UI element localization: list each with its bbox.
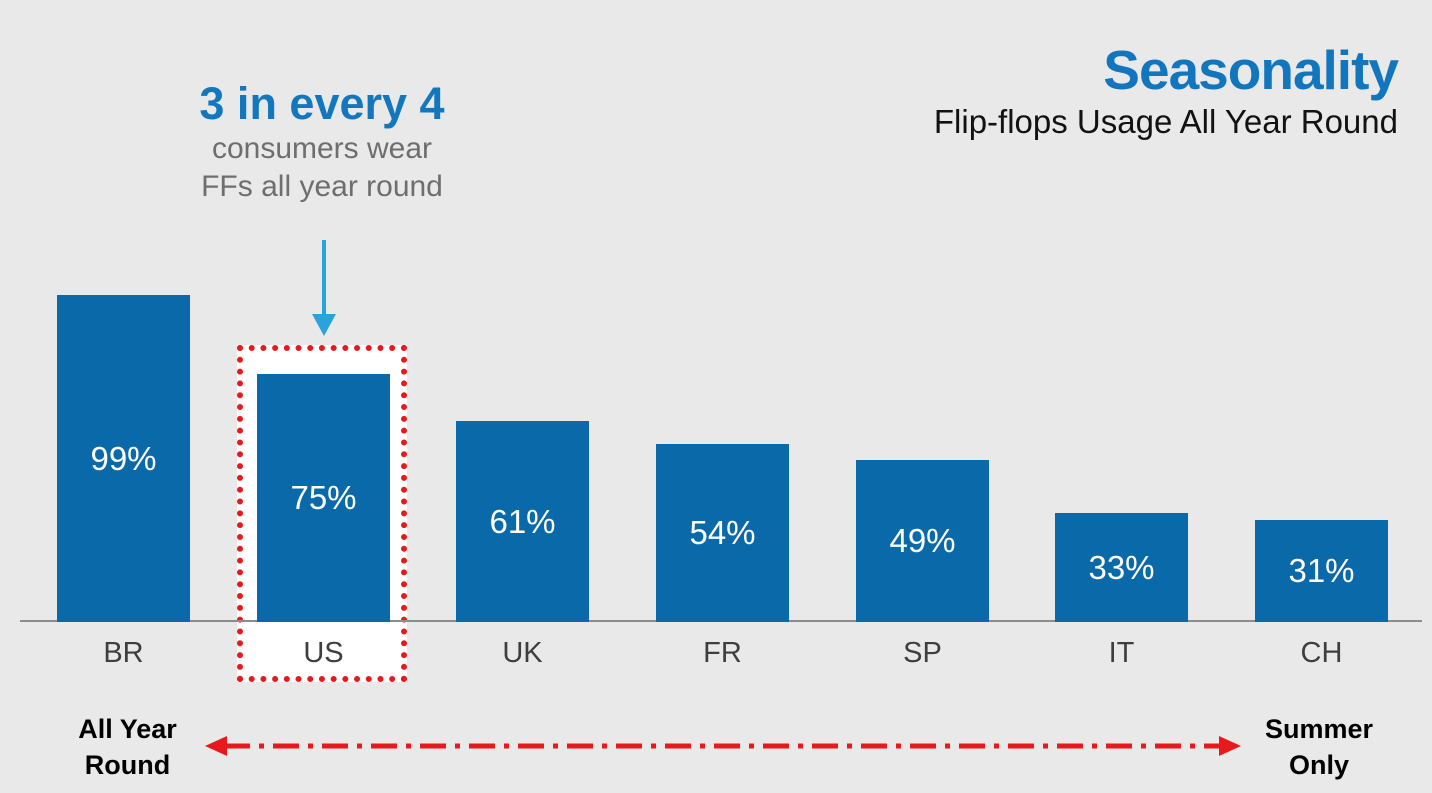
spectrum-label-right-line2: Only [1288, 750, 1349, 780]
seasonality-spectrum-arrow-icon [205, 736, 1241, 756]
category-label-sp: SP [903, 637, 942, 669]
bar-sp: 49% [856, 460, 989, 622]
bar-value-label-fr: 54% [689, 514, 756, 551]
spectrum-label-summer-only: Summer Only [1233, 711, 1405, 783]
bar-value-label-us: 75% [290, 479, 357, 516]
callout-line-2: FFs all year round [201, 169, 443, 203]
category-label-uk: UK [502, 637, 543, 669]
spectrum-label-right-line1: Summer [1264, 714, 1374, 744]
callout-line-1: consumers wear [211, 131, 433, 165]
category-label-fr: FR [703, 637, 742, 669]
bar-br: 99% [57, 295, 190, 622]
bar-value-label-it: 33% [1088, 548, 1155, 586]
page-subtitle: Flip-flops Usage All Year Round [933, 102, 1398, 140]
spectrum-label-left-line1: All Year [78, 714, 177, 744]
bar-value-label-br: 99% [90, 439, 157, 477]
spectrum-label-left-line2: Round [84, 750, 171, 780]
category-label-it: IT [1108, 637, 1135, 669]
bar-fr: 54% [656, 444, 789, 622]
bar-uk: 61% [456, 421, 589, 622]
callout-annotation: 3 in every 4 consumers wear FFs all year… [152, 78, 492, 206]
callout-headline: 3 in every 4 [199, 78, 445, 129]
bar-us: 75% [257, 374, 390, 622]
bar-ch: 31% [1255, 520, 1388, 622]
category-label-ch: CH [1300, 637, 1343, 669]
callout-down-arrow-icon [312, 240, 336, 336]
spectrum-label-all-year-round: All Year Round [40, 711, 215, 783]
category-label-us: US [303, 637, 344, 669]
category-label-br: BR [103, 637, 144, 669]
bar-value-label-sp: 49% [889, 522, 956, 559]
bar-it: 33% [1055, 513, 1188, 622]
bar-value-label-uk: 61% [489, 502, 556, 540]
bar-value-label-ch: 31% [1288, 552, 1355, 589]
header: Seasonality Flip-flops Usage All Year Ro… [933, 39, 1399, 140]
page-title: Seasonality [1103, 39, 1399, 101]
